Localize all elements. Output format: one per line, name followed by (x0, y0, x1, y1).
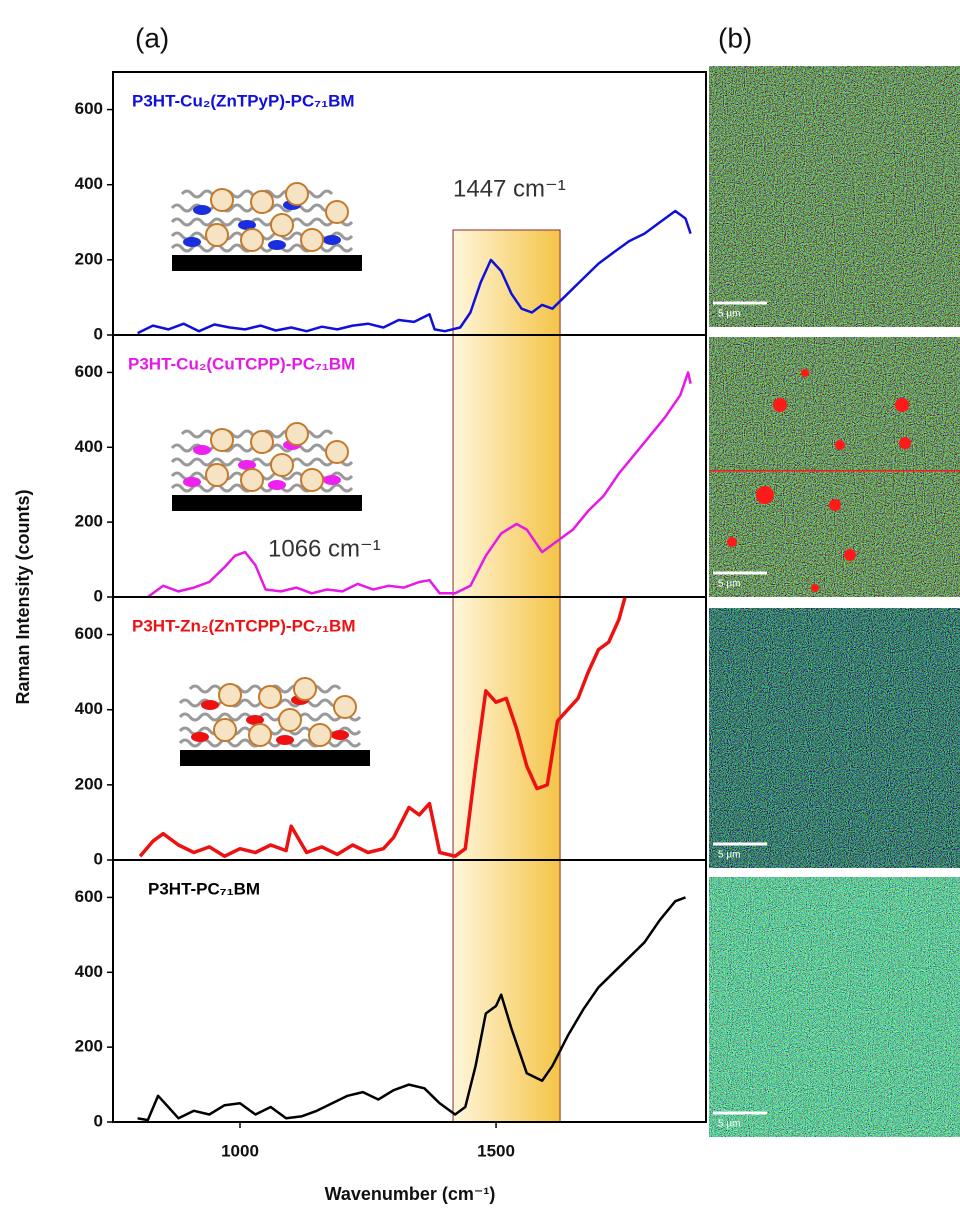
legend-box (124, 608, 364, 644)
highlight-band (452, 229, 561, 1123)
scale-bar-label: 5 µm (718, 850, 740, 861)
x-tick-label: 1500 (477, 1141, 515, 1160)
panel-label: (b) (718, 22, 752, 53)
spectrum-line (147, 371, 692, 599)
y-tick-label: 0 (94, 849, 103, 868)
microscopy-images (709, 66, 960, 1137)
legend-label: P3HT-Zn₂(ZnTCPP)-PC₇₁BM (132, 616, 355, 635)
y-tick-label: 600 (75, 624, 103, 643)
y-tick-label: 200 (75, 1037, 103, 1056)
legend-label: P3HT-Cu₂(CuTCPP)-PC₇₁BM (128, 354, 355, 373)
legend-label: P3HT-Cu₂(ZnTPyP)-PC₇₁BM (132, 91, 355, 110)
image (709, 877, 960, 1137)
panel-label: (a) (135, 22, 169, 53)
scale-bar-label: 5 µm (718, 579, 740, 590)
y-axis-label: Raman Intensity (counts) (13, 489, 33, 704)
scale-bar-label: 5 µm (718, 309, 740, 320)
plots: 0 200 400 600 P3HT-Cu₂(ZnTPyP)-PC₇₁BM 1447 cm… (75, 71, 707, 1160)
y-tick-label: 600 (75, 362, 103, 381)
y-tick-label: 0 (94, 324, 103, 343)
spectrum-line (137, 896, 686, 1122)
image (709, 66, 960, 327)
image (709, 337, 960, 597)
annotation: 1066 cm⁻¹ (268, 535, 381, 562)
scale-bar-label: 5 µm (718, 1119, 740, 1130)
spectrum-line (137, 209, 692, 335)
y-tick-label: 0 (94, 586, 103, 605)
legend-box (140, 871, 269, 907)
y-tick-label: 400 (75, 699, 103, 718)
y-tick-label: 400 (75, 174, 103, 193)
legend-box (124, 83, 363, 119)
annotation: 1447 cm⁻¹ (453, 175, 566, 202)
y-tick-label: 400 (75, 437, 103, 456)
image (709, 608, 960, 868)
x-axis-label: Wavenumber (cm⁻¹) (325, 1184, 496, 1204)
y-tick-label: 200 (75, 249, 103, 268)
y-tick-label: 600 (75, 99, 103, 118)
y-tick-label: 200 (75, 512, 103, 531)
legend-box (120, 346, 364, 382)
spectrum-line (138, 596, 627, 858)
y-tick-label: 600 (75, 887, 103, 906)
y-tick-label: 200 (75, 774, 103, 793)
x-tick-label: 1000 (221, 1141, 259, 1160)
red-spots (709, 369, 960, 592)
y-tick-label: 0 (94, 1111, 103, 1130)
legend-label: P3HT-PC₇₁BM (148, 879, 260, 898)
y-tick-label: 400 (75, 962, 103, 981)
